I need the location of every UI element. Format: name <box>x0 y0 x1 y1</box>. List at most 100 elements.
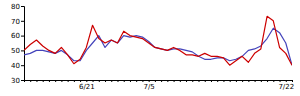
tick <box>211 80 212 82</box>
tick <box>223 80 224 82</box>
tick-mark <box>61 80 62 82</box>
y-axis: 30 40 50 60 70 80 <box>11 3 24 85</box>
tick: 30 <box>11 77 24 85</box>
tick-mark <box>192 80 193 82</box>
axis-line <box>25 81 293 83</box>
tick-mark <box>124 80 125 82</box>
tick-mark <box>136 80 137 82</box>
tick <box>273 80 274 82</box>
tick-mark <box>49 80 50 82</box>
tick <box>74 80 75 82</box>
tick-mark <box>21 50 24 51</box>
chart: 30 40 50 60 70 80 6/21 7/5 7/22 <box>0 0 300 96</box>
tick <box>105 80 106 82</box>
tick-mark <box>217 80 218 82</box>
tick <box>248 80 249 82</box>
tick <box>36 80 37 82</box>
tick: 80 <box>11 3 24 11</box>
tick: 70 <box>11 18 24 26</box>
tick <box>111 80 112 82</box>
tick <box>199 80 200 82</box>
tick-label: 80 <box>11 3 20 11</box>
tick-mark <box>242 80 243 82</box>
tick-mark <box>30 80 31 82</box>
tick-mark <box>230 80 231 82</box>
tick <box>267 80 268 82</box>
tick-mark <box>248 80 249 82</box>
tick <box>217 80 218 82</box>
tick-mark <box>80 80 81 82</box>
tick-label: 60 <box>11 32 20 40</box>
tick <box>205 80 206 82</box>
x-axis: 6/21 7/5 7/22 <box>25 80 295 91</box>
tick: 6/21 <box>79 80 95 91</box>
tick <box>292 80 293 82</box>
tick <box>49 80 50 82</box>
plot: 30 40 50 60 70 80 6/21 7/5 7/22 <box>11 3 294 91</box>
tick-label: 50 <box>11 47 20 55</box>
tick-label: 30 <box>11 77 20 85</box>
tick-mark <box>174 80 175 82</box>
tick <box>161 80 162 82</box>
tick-mark <box>261 80 262 82</box>
tick-mark <box>74 80 75 82</box>
tick-mark <box>161 80 162 82</box>
tick <box>180 80 181 82</box>
tick-mark <box>186 80 187 82</box>
tick: 7/22 <box>278 80 294 91</box>
tick-mark <box>155 80 156 82</box>
tick-mark <box>167 80 168 82</box>
tick <box>174 80 175 82</box>
tick <box>80 80 81 82</box>
tick-mark <box>142 80 143 82</box>
tick-mark <box>43 80 44 82</box>
tick <box>155 80 156 82</box>
line <box>24 16 292 65</box>
tick <box>43 80 44 82</box>
tick-mark <box>36 80 37 82</box>
tick <box>93 80 94 82</box>
tick: 60 <box>11 32 24 40</box>
tick-label: 70 <box>11 18 20 26</box>
tick-mark <box>267 80 268 82</box>
tick-label: 7/5 <box>144 83 155 91</box>
tick-mark <box>149 80 150 82</box>
tick-mark <box>99 80 100 82</box>
tick-mark <box>21 21 24 22</box>
tick-mark <box>255 80 256 82</box>
tick-mark <box>93 80 94 82</box>
tick <box>99 80 100 82</box>
tick <box>167 80 168 82</box>
lines <box>24 16 292 65</box>
tick-mark <box>105 80 106 82</box>
tick-mark <box>21 65 24 66</box>
tick <box>117 80 118 82</box>
tick <box>30 80 31 82</box>
tick <box>186 80 187 82</box>
tick-label: 7/22 <box>278 83 294 91</box>
tick: 50 <box>11 47 24 55</box>
tick-mark <box>21 80 24 81</box>
line <box>24 28 292 65</box>
tick <box>130 80 131 82</box>
tick <box>192 80 193 82</box>
tick-mark <box>21 36 24 37</box>
tick <box>236 80 237 82</box>
tick-mark <box>223 80 224 82</box>
tick <box>124 80 125 82</box>
tick <box>61 80 62 82</box>
tick-mark <box>292 80 293 82</box>
tick <box>255 80 256 82</box>
tick <box>230 80 231 82</box>
tick-mark <box>130 80 131 82</box>
tick-mark <box>24 80 25 82</box>
tick-mark <box>280 80 281 82</box>
tick-mark <box>211 80 212 82</box>
tick <box>55 80 56 82</box>
tick <box>136 80 137 82</box>
tick-mark <box>205 80 206 82</box>
tick: 40 <box>11 62 24 70</box>
tick-label: 6/21 <box>79 83 95 91</box>
axis-line <box>21 7 25 81</box>
tick-mark <box>68 80 69 82</box>
